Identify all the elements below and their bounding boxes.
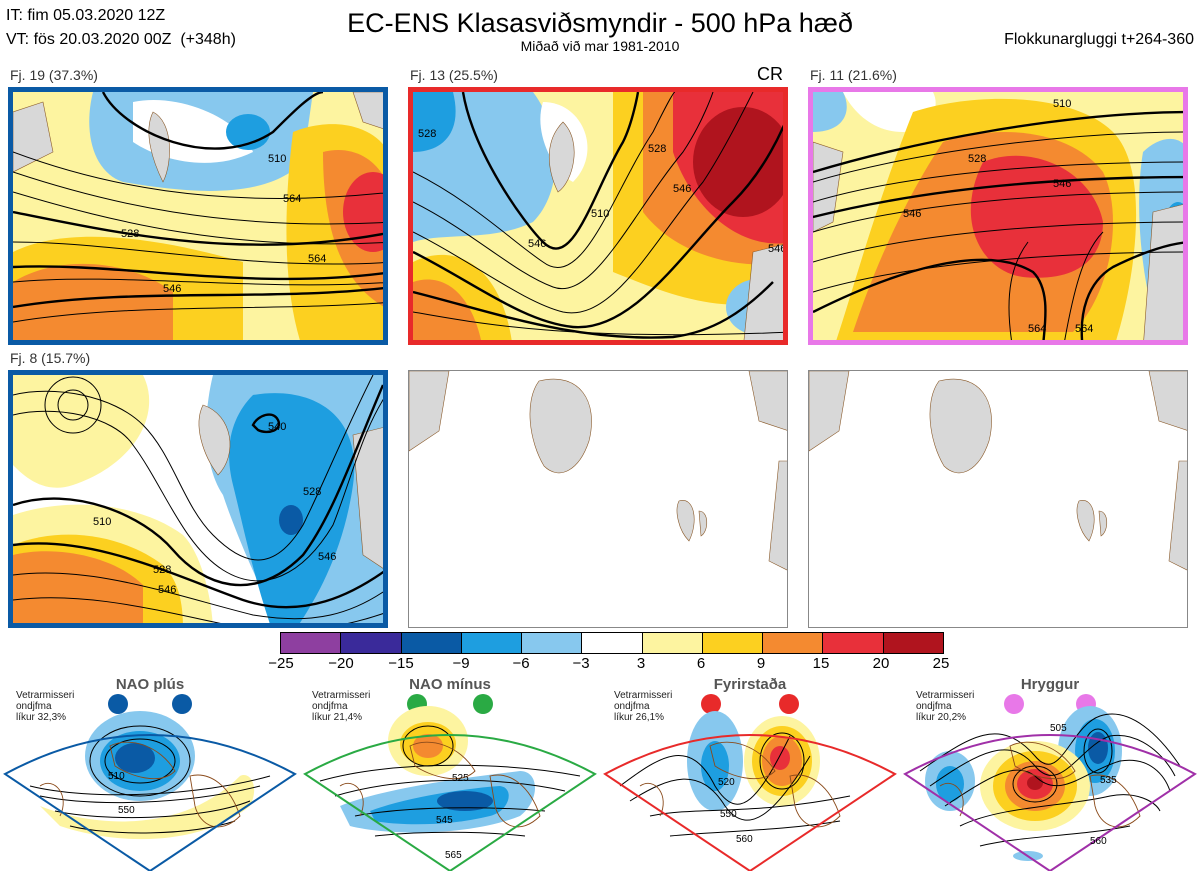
colorbar-tick: −6: [512, 655, 530, 672]
regime-marker-icon: [108, 694, 128, 714]
page-title: EC-ENS Klasasviðsmyndir - 500 hPa hæð: [347, 8, 853, 38]
panel-2-marker: CR: [757, 64, 783, 84]
colorbar-bin: [582, 633, 643, 653]
colorbar-tick: −25: [268, 655, 294, 672]
regime-note: Vetrarmisseri ondjfma líkur 26,1%: [614, 690, 673, 723]
contour-label: 510: [108, 771, 125, 782]
contour-label: 528: [121, 228, 139, 240]
contour-label: 528: [153, 564, 171, 576]
contour-label: 525: [452, 773, 469, 784]
regime-title: Hryggur: [1020, 676, 1080, 693]
colorbar-tick: 20: [872, 655, 890, 672]
contour-label: 540: [268, 421, 286, 433]
map-panel-1: 510 528 546 564 564: [8, 87, 388, 345]
colorbar-bin: [883, 633, 943, 653]
colorbar-tick: −15: [388, 655, 414, 672]
contour-label: 528: [648, 143, 666, 155]
regime-title: NAO mínus: [409, 676, 491, 693]
regime-nao-minus: NAO mínus Vetrarmisseri ondjfma líkur 21,4…: [300, 676, 600, 871]
contour-label: 546: [903, 208, 921, 220]
regime-marker-icon: [473, 694, 493, 714]
contour-label: 550: [118, 805, 135, 816]
regime-blocking: Fyrirstaða Vetrarmisseri ondjfma líkur 26,…: [600, 676, 900, 871]
panel-2-label: Fj. 13 (25.5%): [410, 67, 498, 83]
colorbar-bin: [522, 633, 583, 653]
contour-label: 564: [1028, 323, 1046, 335]
map-panel-5-empty: [408, 370, 788, 628]
colorbar-tick: −3: [572, 655, 590, 672]
regime-title: Fyrirstaða: [713, 676, 787, 693]
panel-1-label: Fj. 19 (37.3%): [10, 67, 98, 83]
classification-window: Flokkunargluggi t+264-360: [1004, 31, 1194, 48]
contour-label: 546: [318, 551, 336, 563]
contour-label: 546: [528, 238, 546, 250]
regime-marker-icon: [701, 694, 721, 714]
panel-4-label: Fj. 8 (15.7%): [10, 350, 91, 366]
contour-label: 510: [268, 153, 286, 165]
contour-label: 528: [418, 128, 436, 140]
contour-label: 546: [673, 183, 691, 195]
contour-label: 546: [768, 243, 786, 255]
colorbar-bin: [341, 633, 402, 653]
colorbar-tick: −20: [328, 655, 354, 672]
contour-label: 520: [718, 777, 735, 788]
map-panel-2: 528 546 510 528 546 546: [408, 87, 788, 345]
map-panel-4: 510 528 546 540 528 546: [8, 370, 388, 628]
contour-label: 560: [1090, 836, 1107, 847]
colorbar: [280, 632, 944, 654]
colorbar-bin: [823, 633, 884, 653]
colorbar-bin: [281, 633, 342, 653]
map-panel-3: 510 528 546 546 564 564: [808, 87, 1188, 345]
regime-ridge: Hryggur Vetrarmisseri ondjfma líkur 20,2%: [900, 676, 1200, 871]
page-subtitle: Miðað við mar 1981-2010: [520, 38, 680, 54]
regime-note: Vetrarmisseri ondjfma líkur 21,4%: [312, 690, 371, 723]
colorbar-bin: [642, 633, 703, 653]
contour-label: 546: [158, 584, 176, 596]
panel-3-label: Fj. 11 (21.6%): [810, 67, 897, 83]
colorbar-tick: 15: [812, 655, 830, 672]
contour-label: 528: [968, 153, 986, 165]
colorbar-tick: 25: [932, 655, 950, 672]
valid-time: VT: fös 20.03.2020 00Z (+348h): [6, 31, 236, 48]
contour-label: 564: [1075, 323, 1093, 335]
contour-label: 510: [591, 208, 609, 220]
contour-label: 528: [303, 486, 321, 498]
contour-label: 535: [1100, 775, 1117, 786]
contour-label: 564: [283, 193, 301, 205]
regime-nao-plus: NAO plús Vetrarmisseri ondjfma líkur 32,3%…: [0, 676, 300, 871]
contour-label: 565: [445, 850, 462, 861]
contour-label: 550: [720, 809, 737, 820]
colorbar-tick: 9: [756, 655, 766, 672]
contour-label: 510: [93, 516, 111, 528]
regime-note: Vetrarmisseri ondjfma líkur 20,2%: [916, 690, 975, 723]
contour-label: 510: [1053, 98, 1071, 110]
regime-note: Vetrarmisseri ondjfma líkur 32,3%: [16, 690, 75, 723]
initial-time: IT: fim 05.03.2020 12Z: [6, 7, 166, 24]
colorbar-tick: −9: [452, 655, 470, 672]
contour-label: 545: [436, 815, 453, 826]
regime-title: NAO plús: [115, 676, 185, 693]
colorbar-tick: 3: [636, 655, 646, 672]
map-panel-6-empty: [808, 370, 1188, 628]
regime-marker-icon: [1004, 694, 1024, 714]
regime-marker-icon: [172, 694, 192, 714]
colorbar-bin: [702, 633, 764, 653]
regime-marker-icon: [779, 694, 799, 714]
contour-label: 560: [736, 834, 753, 845]
contour-label: 505: [1050, 723, 1067, 734]
contour-label: 546: [163, 283, 181, 295]
colorbar-bin: [401, 633, 462, 653]
colorbar-bin: [763, 633, 824, 653]
contour-label: 546: [1053, 178, 1071, 190]
contour-label: 564: [308, 253, 326, 265]
colorbar-bin: [461, 633, 523, 653]
colorbar-tick: 6: [696, 655, 706, 672]
